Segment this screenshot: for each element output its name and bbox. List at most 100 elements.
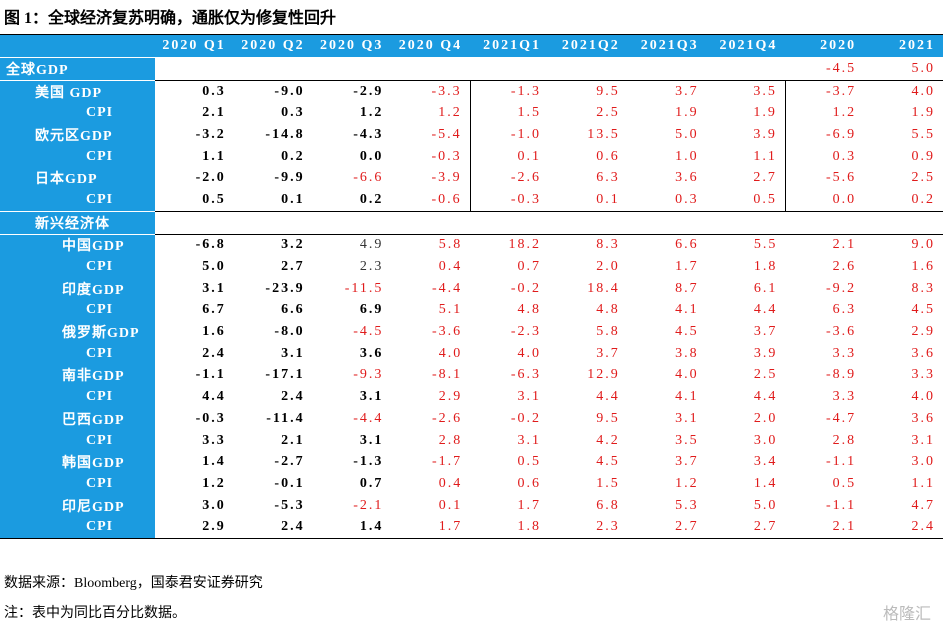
cell: 4.4 xyxy=(202,389,226,405)
cell: 5.0 xyxy=(864,57,943,81)
cell: -0.3 xyxy=(469,189,549,212)
cell: -0.2 xyxy=(510,280,541,296)
cell: -9.3 xyxy=(353,367,384,383)
cell: 2.7 xyxy=(281,259,305,275)
table-row: CPI 1.1 0.2 0.0 -0.3 0.1 0.6 1.0 1.1 0.3 0.9 xyxy=(0,145,943,168)
cell: 4.0 xyxy=(675,367,699,383)
cell: 5.8 xyxy=(596,324,620,340)
cell: 0.2 xyxy=(312,189,392,212)
cell xyxy=(706,211,786,235)
cell: 1.2 xyxy=(438,105,462,121)
cell: 1.2 xyxy=(202,475,226,491)
cell: -4.5 xyxy=(785,57,865,81)
cell: 4.5 xyxy=(675,324,699,340)
cell: 2.3 xyxy=(596,519,620,535)
cell: 0.5 xyxy=(517,454,541,470)
cell: 1.8 xyxy=(753,259,778,275)
data-table: 2020 Q1 2020 Q2 2020 Q3 2020 Q4 2021Q1 2021Q2… xyxy=(0,34,943,540)
cell: -4.4 xyxy=(353,410,384,426)
cell: 1.9 xyxy=(911,105,935,121)
cell: -11.4 xyxy=(266,410,305,426)
watermark: 格隆汇 xyxy=(882,604,931,623)
cell: -4.7 xyxy=(826,410,857,426)
title: 图 1：全球经济复苏明确，通胀仅为修复性回升 xyxy=(4,10,337,27)
cell: 5.0 xyxy=(202,259,226,275)
cell: -3.2 xyxy=(195,126,226,142)
header-cell: 2020 xyxy=(785,34,865,58)
cell: -2.7 xyxy=(274,454,305,470)
header-cell: 2020 Q4 xyxy=(391,34,471,58)
cell: 3.7 xyxy=(675,454,699,470)
cell: 0.0 xyxy=(359,148,384,164)
cell: 0.3 xyxy=(784,145,865,168)
cell: 0.2 xyxy=(281,148,305,164)
cell: 3.1 xyxy=(911,432,935,448)
cell xyxy=(470,57,549,81)
cell: -6.6 xyxy=(353,170,384,186)
cell: 8.3 xyxy=(596,237,620,253)
row-label: CPI xyxy=(0,145,155,168)
cell: 4.8 xyxy=(596,302,620,318)
row-label: 南非GDP xyxy=(0,364,155,387)
cell xyxy=(548,57,628,81)
row-label: CPI xyxy=(0,429,155,452)
cell xyxy=(391,211,471,235)
cell: 3.7 xyxy=(675,83,699,99)
cell: 3.1 xyxy=(202,280,226,296)
cell: -23.9 xyxy=(265,280,305,296)
table-row: 巴西GDP -0.3 -11.4 -4.4 -2.6 -0.2 9.5 3.1 2.0 -4.7 3… xyxy=(0,408,943,430)
row-label: CPI xyxy=(0,342,155,365)
cell: -0.1 xyxy=(274,475,305,491)
cell: -0.3 xyxy=(431,148,462,164)
cell: 5.0 xyxy=(753,497,778,513)
cell: 6.6 xyxy=(675,237,699,253)
cell: -0.3 xyxy=(195,410,226,426)
cell xyxy=(233,57,313,81)
cell: 3.1 xyxy=(359,389,384,405)
cell xyxy=(627,57,707,81)
cell xyxy=(155,57,234,81)
header-cell xyxy=(0,34,155,58)
cell: 4.0 xyxy=(911,389,935,405)
cell: -2.0 xyxy=(195,170,226,186)
cell: 3.7 xyxy=(753,324,778,340)
cell: 5.3 xyxy=(675,497,699,513)
cell: -6.8 xyxy=(195,237,226,253)
cell: 3.5 xyxy=(675,432,699,448)
cell: -3.3 xyxy=(431,83,462,99)
cell: -8.0 xyxy=(274,324,305,340)
cell: -1.3 xyxy=(469,80,549,103)
cell xyxy=(706,57,786,81)
cell: -5.3 xyxy=(274,497,305,513)
table-row: CPI 6.7 6.6 6.9 5.1 4.8 4.8 4.1 4.4 6.3 4.5 xyxy=(0,299,943,322)
cell xyxy=(233,211,313,235)
cell xyxy=(627,211,707,235)
cell: -14.8 xyxy=(265,126,305,142)
cell: 2.0 xyxy=(753,410,778,426)
cell: 4.2 xyxy=(596,432,620,448)
cell: -2.6 xyxy=(432,410,463,426)
cell: -2.6 xyxy=(469,167,549,190)
cell: 18.2 xyxy=(508,237,541,253)
cell: -17.1 xyxy=(265,367,305,383)
cell: 5.0 xyxy=(675,126,699,142)
cell: 1.9 xyxy=(753,105,777,121)
cell: -1.1 xyxy=(195,367,226,383)
cell: 2.1 xyxy=(281,432,305,448)
cell: 9.5 xyxy=(596,410,620,426)
cell: 0.1 xyxy=(469,145,549,168)
cell: 1.9 xyxy=(675,105,699,121)
cell: 4.1 xyxy=(675,302,699,318)
table-row: CPI 4.4 2.4 3.1 2.9 3.1 4.4 4.1 4.4 3.3 4.0 xyxy=(0,386,943,408)
table-row: 日本GDP -2.0 -9.9 -6.6 -3.9 -2.6 6.3 3.6 2.7 -5.6 2.… xyxy=(0,167,943,190)
cell: -3.9 xyxy=(431,170,462,186)
cell: 2.4 xyxy=(911,519,935,535)
cell: 3.0 xyxy=(911,454,935,470)
cell: 3.3 xyxy=(202,432,226,448)
cell: 6.7 xyxy=(202,302,226,318)
cell: 2.6 xyxy=(832,259,857,275)
cell: -1.3 xyxy=(353,454,384,470)
cell: 0.3 xyxy=(281,105,305,121)
cell: 3.6 xyxy=(675,170,699,186)
